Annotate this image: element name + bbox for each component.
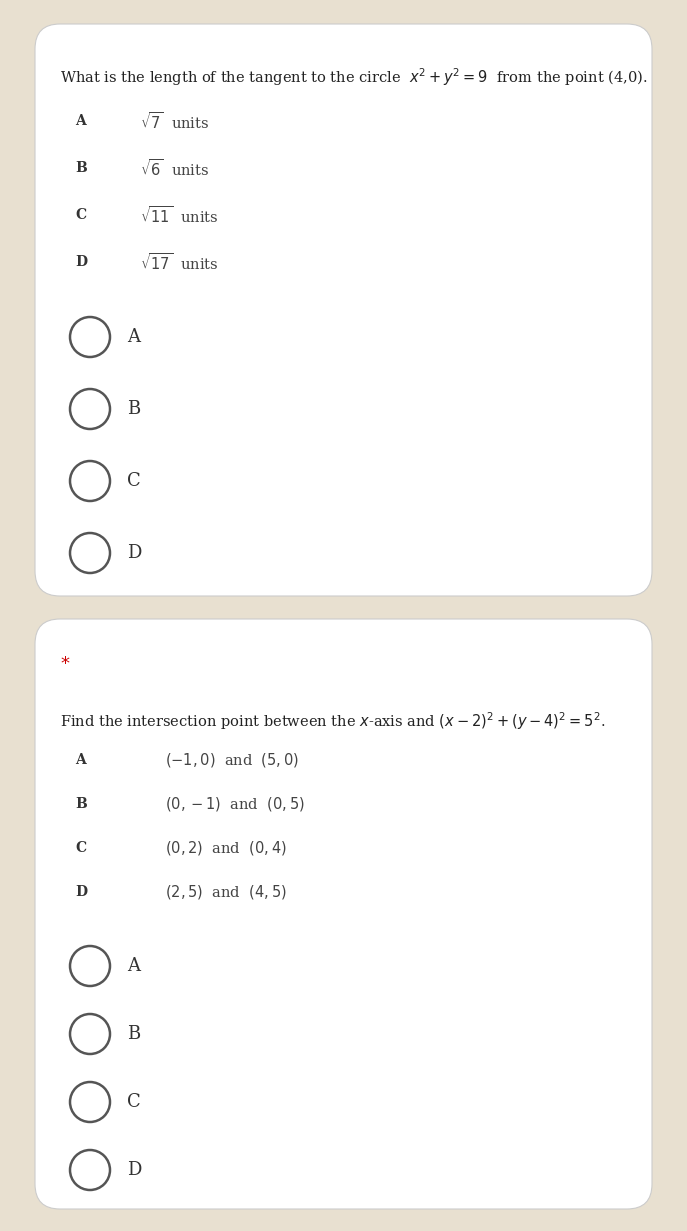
Text: $\sqrt{6}$  units: $\sqrt{6}$ units (140, 158, 210, 178)
Text: $(0,-1)$  and  $(0,5)$: $(0,-1)$ and $(0,5)$ (165, 795, 305, 812)
Text: $\sqrt{11}$  units: $\sqrt{11}$ units (140, 204, 218, 225)
Text: $(0,2)$  and  $(0,4)$: $(0,2)$ and $(0,4)$ (165, 840, 286, 857)
Text: C: C (75, 841, 86, 856)
FancyBboxPatch shape (35, 23, 652, 596)
Text: B: B (75, 796, 87, 811)
Text: Find the intersection point between the $x$-axis and $(x-2)^2+(y-4)^2=5^2$.: Find the intersection point between the … (60, 710, 605, 731)
Text: $(-1,0)$  and  $(5,0)$: $(-1,0)$ and $(5,0)$ (165, 751, 299, 769)
Text: *: * (60, 655, 69, 673)
Text: D: D (75, 255, 87, 270)
FancyBboxPatch shape (35, 619, 652, 1209)
Text: C: C (75, 208, 86, 222)
Text: D: D (127, 1161, 142, 1179)
Text: D: D (127, 544, 142, 563)
Text: A: A (75, 753, 86, 767)
Text: A: A (127, 956, 140, 975)
Text: $\sqrt{7}$  units: $\sqrt{7}$ units (140, 111, 210, 132)
Text: A: A (75, 114, 86, 128)
Text: C: C (127, 471, 141, 490)
Text: What is the length of the tangent to the circle  $x^2 + y^2 = 9$  from the point: What is the length of the tangent to the… (60, 66, 647, 87)
Text: C: C (127, 1093, 141, 1112)
Text: $\sqrt{17}$  units: $\sqrt{17}$ units (140, 251, 218, 272)
Text: $(2,5)$  and  $(4,5)$: $(2,5)$ and $(4,5)$ (165, 883, 286, 901)
Text: A: A (127, 327, 140, 346)
Text: B: B (127, 1025, 140, 1043)
Text: B: B (75, 161, 87, 175)
Text: D: D (75, 885, 87, 899)
Text: B: B (127, 400, 140, 419)
